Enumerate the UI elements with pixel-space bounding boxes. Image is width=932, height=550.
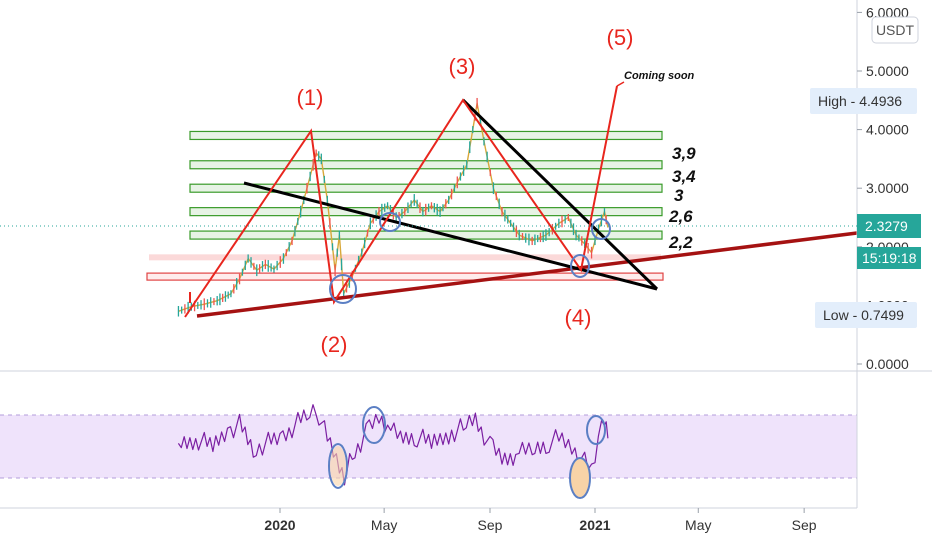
level-label-text: 3	[674, 186, 684, 205]
level-labels: 3,9 3,43 2,6 2,2	[668, 144, 696, 252]
green-level-band-fill	[190, 184, 662, 193]
price-highlight-circle	[570, 254, 590, 278]
price-tick-label: 3.0000	[866, 180, 909, 196]
time-tick-label: May	[685, 517, 711, 533]
time-tick-label: 2021	[579, 517, 610, 533]
time-tick-label: 2020	[264, 517, 295, 533]
wave-label-text: (1)	[297, 85, 324, 110]
black-upper-trendline	[461, 98, 659, 291]
rsi-highlight-circle-filled	[569, 457, 591, 499]
wave-label-text: (2)	[321, 332, 348, 357]
coming-soon-annotation: Coming soon	[624, 70, 695, 82]
rsi-highlight-circle	[586, 415, 606, 445]
countdown-value: 15:19:18	[862, 250, 917, 266]
high-separator: -	[847, 93, 859, 109]
green-level-band-fill	[190, 160, 662, 169]
current-price-tag: 2.3279 15:19:18	[857, 214, 921, 269]
rsi-circle-fill	[330, 446, 346, 486]
annotation-pointer	[616, 81, 625, 87]
pair-badge[interactable]: USDT	[871, 16, 919, 44]
current-price-value: 2.3279	[865, 218, 908, 234]
svg-text:High - 4.4936: High - 4.4936	[818, 93, 902, 109]
price-highlight-circle	[329, 274, 357, 304]
low-label: Low	[823, 307, 850, 323]
level-label-text: 2,2	[668, 233, 693, 252]
rsi-band	[0, 415, 857, 478]
red-level-band-light	[149, 254, 661, 261]
time-tick-label: Sep	[478, 517, 503, 533]
rsi-line	[177, 404, 609, 486]
time-tick-label: Sep	[792, 517, 817, 533]
green-level-band	[189, 160, 663, 170]
elliott-wave-lines	[184, 81, 625, 318]
price-highlight-circle	[379, 212, 401, 232]
price-highlight-circle	[591, 218, 611, 240]
price-tick-label: 6.0000	[866, 4, 909, 20]
time-axis: 2020 May Sep 2021 May Sep	[264, 508, 817, 533]
rsi-highlight-circle	[362, 406, 386, 444]
level-label-text: 2,6	[668, 207, 693, 226]
wave-label-text: (3)	[449, 54, 476, 79]
high-label: High	[818, 93, 847, 109]
high-value: 4.4936	[859, 93, 902, 109]
svg-text:Low - 0.7499: Low - 0.7499	[823, 307, 904, 323]
green-level-band	[189, 130, 663, 141]
wave-label-text: (4)	[565, 305, 592, 330]
green-level-band	[189, 183, 663, 193]
wave-labels: (1) (2) (3) (4) (5)	[297, 25, 634, 357]
low-value: 0.7499	[861, 307, 904, 323]
price-tick-label: 4.0000	[866, 122, 909, 138]
green-level-band-fill	[190, 131, 662, 140]
highlight-circles	[329, 212, 611, 304]
high-box: High - 4.4936	[810, 88, 917, 114]
red-support-trendline	[196, 231, 858, 318]
green-level-band-fill	[190, 231, 662, 240]
red-level-band	[146, 272, 664, 281]
wave-path	[184, 85, 618, 318]
low-separator: -	[849, 307, 861, 323]
price-tick-label: 0.0000	[866, 356, 909, 372]
level-label-text: 3,9	[672, 144, 696, 163]
level-label-text: 3,4	[672, 167, 696, 186]
price-tick-label: 5.0000	[866, 63, 909, 79]
low-box: Low - 0.7499	[815, 302, 917, 328]
wave-label-text: (5)	[607, 25, 634, 50]
time-tick-label: May	[371, 517, 397, 533]
pair-label: USDT	[876, 22, 915, 38]
rsi-series-layer	[177, 404, 609, 499]
rsi-highlight-circle	[328, 443, 348, 489]
